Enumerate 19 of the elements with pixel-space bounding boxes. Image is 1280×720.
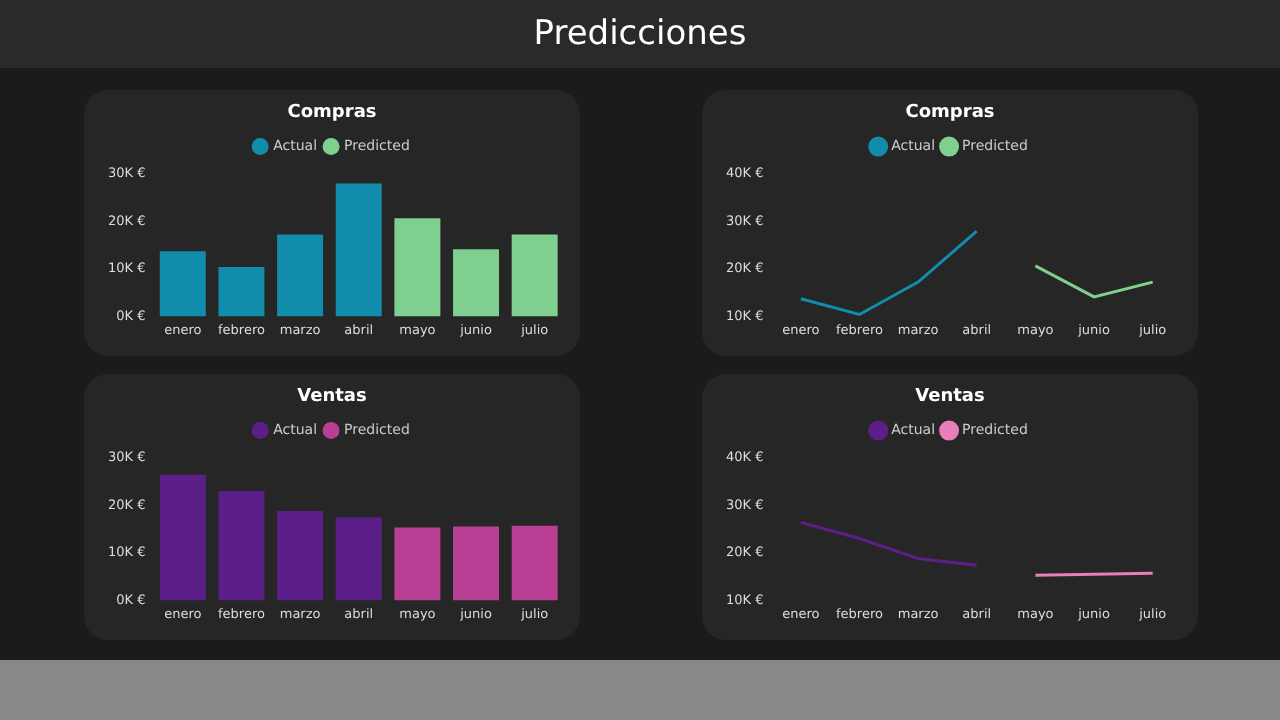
chart-title: Compras	[287, 103, 377, 124]
bar	[453, 526, 500, 601]
bar	[159, 251, 206, 317]
bar	[453, 249, 500, 317]
bar	[277, 234, 324, 317]
bar	[218, 266, 265, 317]
bar	[335, 517, 382, 601]
bar	[394, 218, 441, 317]
text: Predicciones	[0, 0, 1280, 68]
bar	[511, 525, 558, 601]
bar	[394, 527, 441, 601]
bar	[159, 474, 206, 601]
chart-title: Compras	[905, 103, 995, 124]
bar	[277, 510, 324, 601]
chart-title: Ventas	[915, 387, 985, 408]
bar	[335, 183, 382, 317]
bar	[218, 490, 265, 601]
bar	[511, 234, 558, 317]
chart-title: Ventas	[297, 387, 367, 408]
